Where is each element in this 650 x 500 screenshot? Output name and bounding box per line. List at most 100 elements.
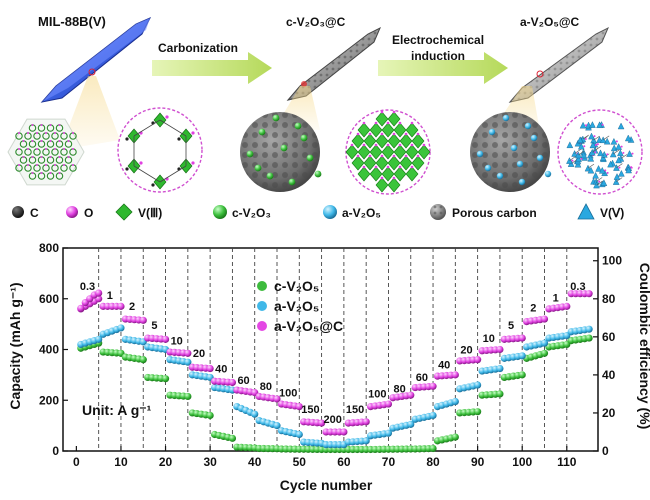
data-point	[518, 371, 526, 379]
rate-label: 20	[460, 344, 472, 356]
schematic-panel: MIL-88B(V) Carbonization c-V₂O₃@C Electr…	[7, 14, 643, 221]
data-point	[362, 418, 370, 426]
rate-label: 0.3	[570, 281, 585, 293]
carbonization-arrow	[152, 52, 272, 84]
mof-zoom-circle-icon	[117, 107, 203, 193]
legend-porous-carbon: Porous carbon	[430, 204, 537, 220]
left-y-tick-label: 200	[39, 393, 59, 407]
legend-a-v2o5: a-V₂O₅	[323, 205, 381, 220]
data-point	[295, 402, 303, 411]
x-tick-label: 20	[159, 455, 173, 469]
series-3	[77, 290, 593, 436]
induction-arrow	[378, 52, 508, 84]
right-y-tick-label: 80	[602, 292, 616, 306]
right-y-tick-label: 20	[602, 406, 616, 420]
x-axis-ticks: 0 10 20 30 40 50 60 70 80 90 100 110	[73, 446, 577, 469]
ce-point	[77, 304, 85, 312]
left-y-tick-label: 800	[39, 241, 59, 255]
legend-c-label: C	[30, 206, 39, 220]
step2-label-line2: induction	[411, 49, 465, 63]
legend-c: C	[12, 206, 39, 220]
step1-label: Carbonization	[158, 41, 238, 55]
left-y-tick-label: 0	[52, 444, 59, 458]
data-point	[317, 419, 326, 427]
x-tick-label: 0	[73, 455, 80, 469]
rate-boundaries	[98, 248, 568, 451]
x-tick-label: 30	[203, 455, 217, 469]
legend-a-v2o5-marker	[257, 301, 267, 311]
legend-c-v2o5-marker	[257, 281, 267, 291]
legend-v5-label: V(Ⅴ)	[600, 206, 624, 220]
x-tick-label: 90	[471, 455, 485, 469]
legend-v3: V(Ⅲ)	[115, 203, 162, 221]
legend-o-label: O	[84, 206, 93, 220]
x-tick-label: 50	[293, 455, 307, 469]
legend-a-v2o5-label: a-V₂O₅	[342, 206, 381, 220]
green-sphere-icon	[213, 205, 227, 219]
data-point	[295, 430, 303, 439]
rate-label: 40	[438, 360, 450, 372]
left-y-axis-ticks: 0 200 400 600 800	[39, 241, 68, 458]
data-point	[496, 345, 504, 354]
data-point	[117, 324, 125, 332]
data-point	[184, 392, 192, 401]
legend-o: O	[66, 206, 93, 220]
x-tick-label: 70	[382, 455, 396, 469]
left-y-tick-label: 600	[39, 292, 59, 306]
rate-label: 5	[151, 320, 157, 332]
rate-label: 0.3	[80, 281, 95, 293]
data-point	[451, 397, 459, 406]
rate-performance-chart: 0 10 20 30 40 50 60 70 80 90 100 110 0200400600800 …	[7, 241, 650, 493]
rate-label: 150	[346, 404, 364, 416]
rate-label: 5	[508, 320, 514, 332]
left-y-axis-title: Capacity (mAh g⁻¹)	[7, 282, 23, 409]
mof-lattice-icon	[7, 118, 85, 186]
data-point	[362, 437, 370, 445]
precursor-label: MIL-88B(V)	[38, 14, 106, 29]
data-point	[95, 335, 103, 343]
right-y-axis-title: Coulombic efficiency (%)	[637, 263, 650, 429]
data-point	[161, 335, 170, 343]
right-y-tick-label: 60	[602, 330, 616, 344]
right-y-tick-label: 40	[602, 368, 616, 382]
data-points	[77, 289, 593, 454]
data-point	[540, 349, 549, 357]
data-point	[474, 408, 482, 416]
right-y-tick-label: 0	[602, 444, 609, 458]
x-tick-label: 10	[114, 455, 128, 469]
x-tick-label: 40	[248, 455, 262, 469]
cyan-triangle-icon	[577, 203, 595, 220]
rate-labels: 0.3 1 2 5 10 20 40 60 80 100 150 200 150 100 80 60 40 20 1…	[80, 281, 586, 426]
rate-label: 60	[237, 375, 249, 387]
data-point	[340, 428, 348, 436]
rate-label: 100	[279, 387, 297, 399]
precursor-crystal-icon	[40, 17, 152, 103]
x-tick-label: 110	[557, 455, 577, 469]
legend-porous-carbon-label: Porous carbon	[452, 206, 537, 220]
green-diamond-icon	[115, 203, 133, 221]
chart-legend: c-V₂O₅ a-V₂O₅ a-V₂O₅@C	[257, 278, 343, 334]
data-point	[540, 315, 549, 323]
series-2	[77, 324, 593, 449]
data-point	[273, 422, 281, 430]
x-tick-label: 80	[426, 455, 440, 469]
data-point	[139, 316, 147, 324]
step2-label-line1: Electrochemical	[392, 33, 484, 47]
data-point	[474, 356, 482, 364]
x-tick-label: 60	[337, 455, 351, 469]
rate-label: 200	[324, 414, 342, 426]
data-point	[273, 395, 281, 403]
rate-label: 10	[171, 335, 183, 347]
data-point	[228, 434, 237, 442]
left-y-tick-label: 400	[39, 343, 59, 357]
data-point	[139, 356, 147, 364]
data-point	[384, 400, 393, 408]
c-v2o3-carbon-sphere-icon	[240, 112, 322, 192]
series-ce	[77, 289, 103, 312]
rate-label: 40	[215, 363, 227, 375]
data-point	[429, 382, 437, 390]
cyan-sphere-icon	[323, 205, 337, 219]
legend-v3-label: V(Ⅲ)	[138, 206, 162, 220]
data-point	[384, 429, 393, 437]
rate-label: 2	[530, 302, 536, 314]
